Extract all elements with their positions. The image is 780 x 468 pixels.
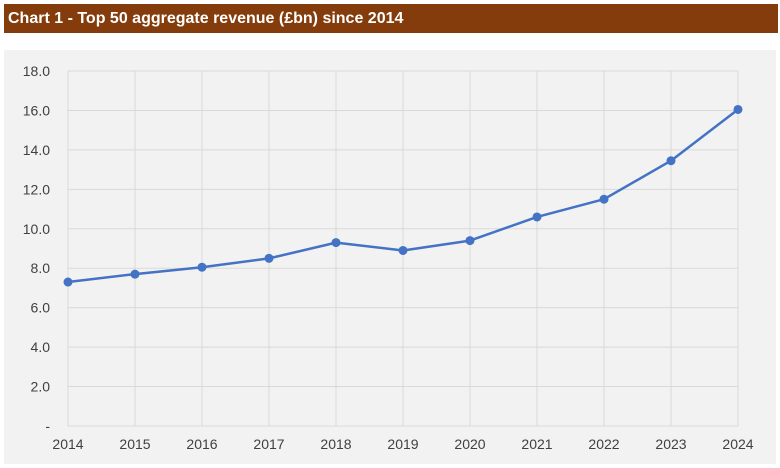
data-point — [733, 104, 743, 114]
x-tick-label: 2021 — [521, 436, 552, 452]
y-tick-label: 18.0 — [23, 63, 50, 79]
chart-title: Chart 1 - Top 50 aggregate revenue (£bn)… — [4, 4, 778, 33]
x-tick-label: 2020 — [454, 436, 485, 452]
x-tick-label: 2015 — [119, 436, 150, 452]
y-tick-label: - — [45, 418, 50, 434]
y-tick-label: 6.0 — [31, 300, 51, 316]
gridlines — [67, 70, 739, 427]
data-point — [599, 194, 609, 204]
y-tick-label: 14.0 — [23, 142, 50, 158]
plot-area — [4, 50, 776, 464]
y-tick-label: 16.0 — [23, 102, 50, 118]
y-axis: - 2.0 4.0 6.0 8.0 10.0 12.0 14.0 16.0 18.0 — [23, 63, 51, 434]
y-tick-label: 8.0 — [31, 260, 51, 276]
x-tick-label: 2018 — [320, 436, 351, 452]
data-point — [63, 277, 73, 287]
data-point — [465, 236, 475, 246]
data-point — [532, 212, 542, 222]
x-tick-label: 2024 — [722, 436, 753, 452]
x-tick-label: 2016 — [186, 436, 217, 452]
x-axis: 2014 2015 2016 2017 2018 2019 2020 2021 2022 2023… — [52, 436, 753, 452]
y-tick-label: 4.0 — [31, 339, 51, 355]
y-tick-label: 12.0 — [23, 181, 50, 197]
data-point — [264, 253, 274, 263]
data-point — [666, 156, 676, 166]
y-tick-label: 2.0 — [31, 379, 51, 395]
x-tick-label: 2022 — [588, 436, 619, 452]
data-point — [331, 238, 341, 248]
x-tick-label: 2017 — [253, 436, 284, 452]
data-point — [197, 262, 207, 272]
x-tick-label: 2014 — [52, 436, 83, 452]
x-tick-label: 2019 — [387, 436, 418, 452]
x-tick-label: 2023 — [655, 436, 686, 452]
series-group — [63, 104, 743, 287]
data-point — [398, 245, 408, 255]
data-point — [130, 269, 140, 279]
y-tick-label: 10.0 — [23, 221, 50, 237]
